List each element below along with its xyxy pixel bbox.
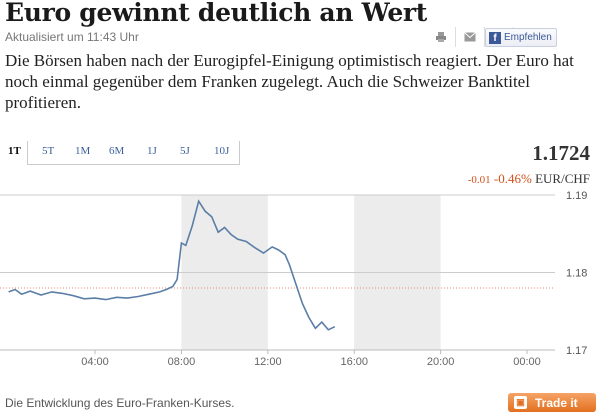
x-tick-label: 20:00	[427, 356, 455, 368]
change-absolute: -0.01	[467, 174, 491, 186]
x-tick-label: 16:00	[340, 356, 368, 368]
chart-caption: Die Entwicklung des Euro-Franken-Kurses.	[5, 396, 235, 410]
tab-5j[interactable]: 5J	[180, 145, 190, 157]
price-change: -0.01 -0.46% EUR/CHF	[468, 171, 590, 187]
trade-it-button[interactable]: ▣ Trade it	[508, 393, 596, 412]
x-tick-label: 08:00	[168, 356, 196, 368]
share-separator	[455, 27, 456, 47]
tab-6m[interactable]: 6M	[109, 145, 125, 157]
article-lead: Die Börsen haben nach der Eurogipfel-Ein…	[5, 51, 574, 112]
article-title: Euro gewinnt deutlich an Wert	[5, 0, 428, 27]
x-tick-label: 00:00	[513, 356, 541, 368]
trade-it-label: Trade it	[535, 395, 578, 410]
tab-5t[interactable]: 5T	[42, 145, 55, 157]
tab-1j[interactable]: 1J	[147, 145, 157, 157]
currency-pair: EUR/CHF	[535, 171, 590, 186]
mail-icon[interactable]	[462, 29, 478, 45]
updated-timestamp: Aktualisiert um 11:43 Uhr	[5, 30, 139, 44]
y-tick-label: 1.17	[566, 345, 587, 357]
current-price: 1.1724	[532, 141, 590, 165]
timeframe-tabs: 1T 5T 1M 6M 1J 5J 10J	[0, 141, 600, 167]
tab-bar-border	[0, 141, 240, 165]
tab-10j[interactable]: 10J	[214, 145, 230, 157]
change-percent: -0.46%	[493, 171, 532, 186]
series-line	[8, 199, 336, 331]
x-tick-label: 04:00	[81, 356, 109, 368]
facebook-icon: f	[489, 31, 501, 44]
facebook-recommend-button[interactable]: f Empfehlen	[485, 28, 557, 47]
facebook-recommend-label: Empfehlen	[504, 32, 552, 43]
y-tick-label: 1.18	[566, 268, 587, 280]
trade-icon: ▣	[514, 396, 527, 409]
tab-1t[interactable]: 1T	[8, 145, 21, 157]
share-separator	[484, 27, 485, 47]
print-icon[interactable]	[433, 29, 449, 45]
y-tick-label: 1.19	[566, 190, 587, 202]
tab-1m[interactable]: 1M	[75, 145, 91, 157]
active-tab-background	[0, 141, 28, 165]
x-tick-label: 12:00	[254, 356, 282, 368]
exchange-rate-chart: 04:00 08:00 12:00 16:00 20:00 00:00 1.19 1.18 1…	[0, 190, 587, 368]
